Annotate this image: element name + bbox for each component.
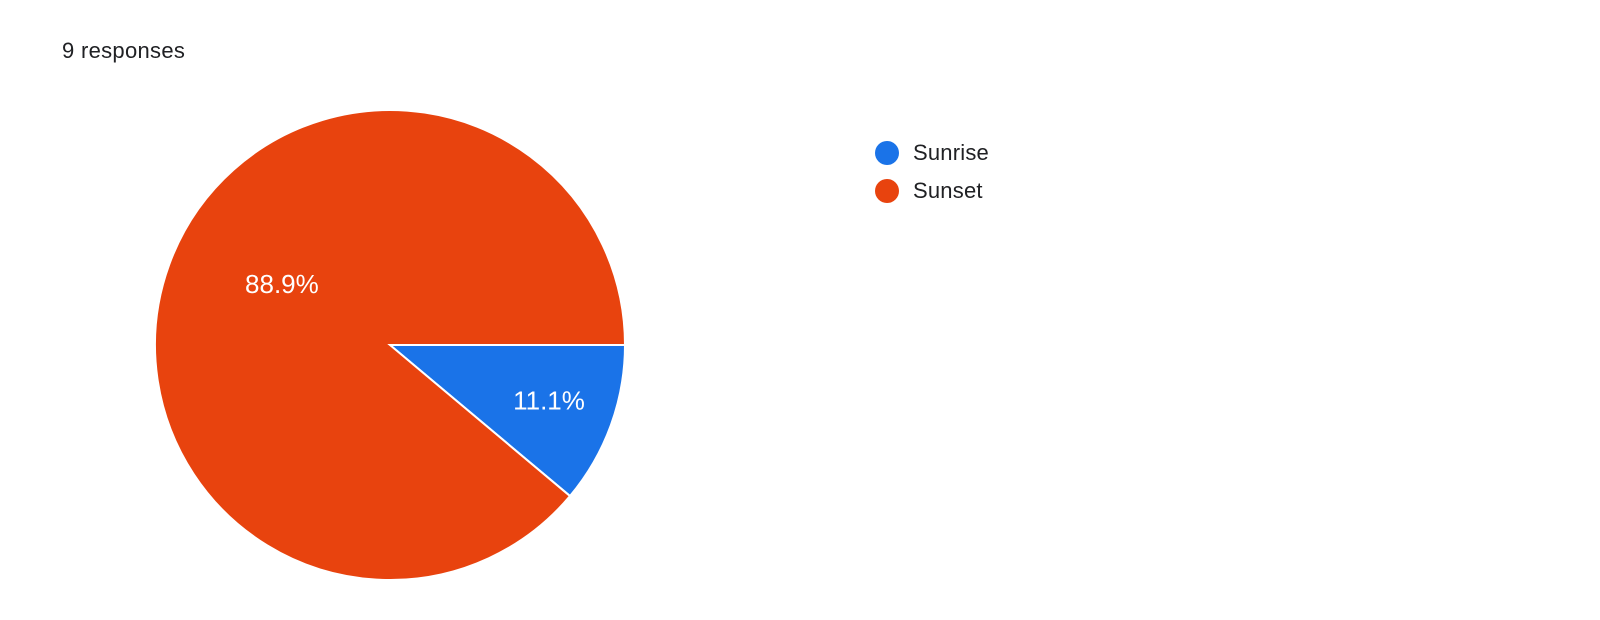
- pie-label-sunset: 88.9%: [245, 269, 319, 299]
- legend-swatch-sunrise: [875, 141, 899, 165]
- legend-item-sunset: Sunset: [875, 178, 989, 204]
- pie-slice-sunset: [155, 110, 625, 580]
- legend-item-sunrise: Sunrise: [875, 140, 989, 166]
- legend: Sunrise Sunset: [875, 140, 989, 216]
- responses-count-label: 9 responses: [62, 38, 185, 64]
- legend-swatch-sunset: [875, 179, 899, 203]
- pie-label-sunrise: 11.1%: [513, 386, 585, 416]
- legend-label-sunrise: Sunrise: [913, 140, 989, 166]
- pie-chart: 11.1% 88.9%: [155, 110, 625, 580]
- legend-label-sunset: Sunset: [913, 178, 983, 204]
- pie-svg: 11.1% 88.9%: [155, 110, 625, 580]
